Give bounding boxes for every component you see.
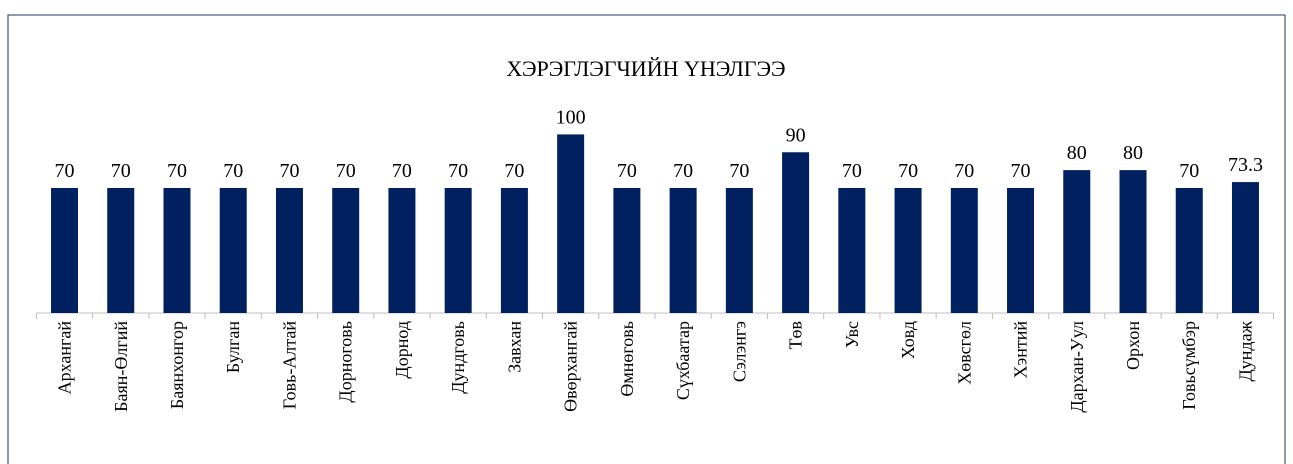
bar	[107, 187, 135, 313]
chart-title: ХЭРЭГЛЭГЧИЙН ҮНЭЛГЭЭ	[506, 56, 785, 81]
bar	[557, 134, 585, 313]
x-tick-label: Баянхонгор	[167, 321, 187, 409]
value-label: 70	[504, 160, 524, 182]
bar	[838, 187, 866, 313]
x-tick-label: Завхан	[504, 321, 524, 373]
value-label: 70	[55, 160, 75, 182]
bar	[388, 187, 416, 313]
x-tick-label: Төв	[786, 321, 806, 350]
bar	[1119, 170, 1147, 313]
x-tick-label: Сүхбаатар	[673, 321, 693, 400]
bar	[1231, 182, 1259, 313]
value-label: 80	[1067, 142, 1087, 164]
value-label: 70	[1179, 160, 1199, 182]
x-tick-label: Дорнод	[392, 321, 412, 379]
bar	[1063, 170, 1091, 313]
bar	[219, 187, 247, 313]
bar	[1175, 187, 1203, 313]
value-label: 70	[1011, 160, 1031, 182]
x-tick-label: Говьсүмбэр	[1179, 321, 1199, 410]
bar	[500, 187, 528, 313]
value-label: 70	[954, 160, 974, 182]
bar	[1007, 187, 1035, 313]
bar	[444, 187, 472, 313]
x-tick-label: Орхон	[1123, 321, 1143, 370]
x-tick-label: Өмнөговь	[617, 321, 637, 397]
bar	[332, 187, 360, 313]
x-tick-label: Архангай	[55, 321, 75, 395]
x-tick-label: Хөвсгөл	[954, 321, 974, 385]
value-label: 73.3	[1228, 154, 1263, 176]
x-tick-label: Говь-Алтай	[279, 321, 299, 410]
value-label: 70	[223, 160, 243, 182]
x-tick-label: Сэлэнгэ	[729, 321, 749, 382]
bar	[950, 187, 978, 313]
x-tick-label: Дундаж	[1235, 320, 1255, 381]
value-label: 90	[786, 124, 806, 146]
value-label: 70	[167, 160, 187, 182]
value-label: 70	[673, 160, 693, 182]
bar	[613, 187, 641, 313]
x-tick-label: Ховд	[898, 321, 918, 359]
bar	[669, 187, 697, 313]
bar	[163, 187, 191, 313]
value-label: 70	[392, 160, 412, 182]
x-tick-label: Дархан-Уул	[1067, 321, 1087, 413]
x-tick-label: Дорноговь	[336, 321, 356, 403]
value-label: 70	[729, 160, 749, 182]
x-tick-label: Хэнтий	[1011, 321, 1031, 379]
value-label: 80	[1123, 142, 1143, 164]
value-label: 70	[111, 160, 131, 182]
x-tick-label: Булган	[223, 321, 243, 373]
value-label: 70	[842, 160, 862, 182]
value-label: 70	[448, 160, 468, 182]
bar	[275, 187, 303, 313]
value-label: 100	[556, 106, 586, 128]
bar	[51, 187, 79, 313]
x-tick-label: Увс	[842, 321, 862, 348]
value-label: 70	[336, 160, 356, 182]
x-tick-label: Баян-Өлгий	[111, 321, 131, 412]
value-label: 70	[898, 160, 918, 182]
bar	[725, 187, 753, 313]
bar	[782, 152, 810, 313]
x-tick-label: Дундговь	[448, 321, 468, 394]
x-tick-label: Өвөрхангай	[561, 321, 581, 412]
value-label: 70	[279, 160, 299, 182]
chart-border	[7, 14, 1286, 464]
bar	[894, 187, 922, 313]
value-label: 70	[617, 160, 637, 182]
